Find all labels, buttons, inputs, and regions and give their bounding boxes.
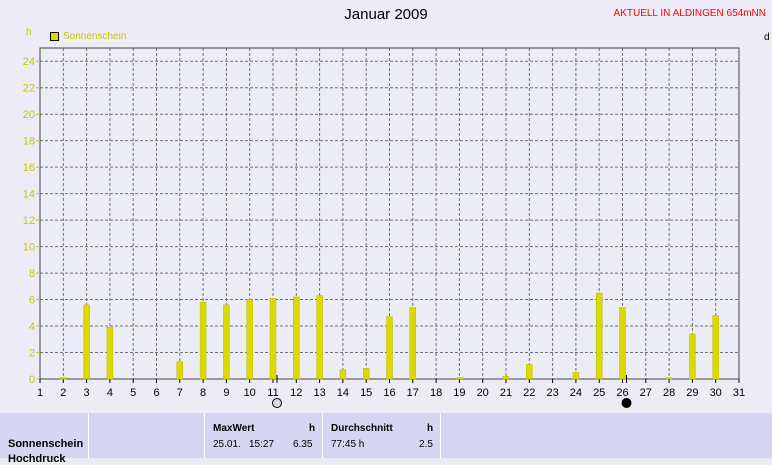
y-tick-label: 12 — [23, 215, 35, 227]
sunshine-bar — [293, 296, 300, 380]
sunshine-bar — [339, 369, 347, 380]
legend-swatch — [50, 32, 59, 41]
x-tick-label: 14 — [337, 387, 349, 399]
sunshine-bar — [246, 299, 253, 380]
x-tick-label: 10 — [244, 387, 256, 399]
x-tick-label: 6 — [153, 387, 159, 399]
sunshine-bar — [595, 292, 603, 380]
sunshine-bar — [619, 307, 626, 380]
y-axis-unit-right: d — [764, 32, 770, 43]
sunshine-bar — [199, 301, 207, 380]
station-banner: AKTUELL IN ALDINGEN 654mNN — [613, 8, 766, 19]
durchschnitt-unit: h — [427, 423, 434, 434]
durchschnitt-cell: Durchschnitt h 77:45 h 2.5 — [322, 413, 440, 458]
sunshine-bar — [316, 295, 323, 380]
sunshine-bar — [362, 368, 370, 380]
y-tick-label: 0 — [29, 374, 35, 386]
x-tick-label: 1 — [37, 387, 43, 399]
maxwert-unit: h — [309, 423, 316, 434]
x-tick-label: 31 — [733, 387, 745, 399]
x-tick-label: 29 — [686, 387, 698, 399]
x-tick-label: 5 — [130, 387, 136, 399]
sunshine-bar — [106, 327, 114, 380]
chart-title: Januar 2009 — [344, 6, 428, 23]
y-tick-label: 14 — [23, 189, 35, 201]
x-tick-label: 3 — [84, 387, 90, 399]
sunshine-bar — [223, 304, 230, 380]
x-tick-label: 20 — [477, 387, 489, 399]
x-tick-label: 2 — [60, 387, 66, 399]
sunshine-bar — [456, 377, 463, 380]
legend: Sonnenschein — [50, 31, 126, 42]
x-tick-label: 21 — [500, 387, 512, 399]
maxwert-cell: MaxWert h 25.01. 15:27 6.35 — [204, 413, 322, 458]
x-tick-label: 28 — [663, 387, 675, 399]
sunshine-bar — [526, 364, 533, 380]
durchschnitt-value: 2.5 — [419, 439, 433, 450]
sunshine-bar — [269, 297, 277, 380]
stats-panel: Sonnenschein Hochdruck MaxWert h 25.01. … — [0, 413, 772, 465]
y-tick-label: 20 — [23, 109, 35, 121]
x-tick-label: 18 — [430, 387, 442, 399]
empty-cell — [88, 413, 204, 458]
sunshine-bar — [409, 307, 417, 380]
x-tick-label: 12 — [290, 387, 302, 399]
x-tick-label: 9 — [223, 387, 229, 399]
x-tick-label: 8 — [200, 387, 206, 399]
sunshine-bar — [176, 361, 184, 380]
maxwert-date: 25.01. — [213, 439, 241, 450]
y-axis-unit: h — [26, 27, 32, 38]
sunshine-bar — [712, 315, 719, 380]
x-tick-label: 7 — [177, 387, 183, 399]
sunshine-bar — [665, 377, 673, 380]
x-tick-label: 13 — [313, 387, 325, 399]
empty-cell-right — [440, 413, 772, 458]
maxwert-time: 15:27 — [249, 439, 275, 450]
durchschnitt-header: Durchschnitt — [331, 423, 393, 434]
x-tick-label: 23 — [546, 387, 558, 399]
x-tick-label: 26 — [616, 387, 628, 399]
sunshine-bar — [83, 304, 90, 380]
sunshine-bar — [502, 376, 510, 380]
y-tick-label: 4 — [29, 321, 35, 333]
durchschnitt-total: 77:45 h — [331, 439, 365, 450]
y-tick-label: 16 — [23, 162, 35, 174]
sunshine-bar — [60, 377, 67, 380]
y-tick-label: 22 — [23, 83, 35, 95]
full-moon-icon — [272, 398, 282, 408]
x-tick-label: 11 — [267, 387, 278, 399]
maxwert-value: 6.35 — [293, 439, 313, 450]
legend-label: Sonnenschein — [63, 31, 127, 42]
new-moon-icon — [621, 398, 632, 408]
x-tick-label: 4 — [107, 387, 113, 399]
x-tick-label: 17 — [407, 387, 419, 399]
sunshine-bar — [572, 372, 580, 380]
row-label-pressure: Hochdruck — [8, 453, 66, 465]
x-tick-label: 22 — [523, 387, 535, 399]
sunshine-bar — [689, 333, 696, 380]
y-tick-label: 18 — [23, 136, 35, 148]
y-tick-label: 24 — [23, 56, 35, 68]
x-tick-label: 27 — [640, 387, 652, 399]
x-tick-label: 19 — [453, 387, 465, 399]
maxwert-header: MaxWert — [213, 423, 255, 434]
row-label-sunshine: Sonnenschein — [8, 438, 84, 450]
sunshine-bar — [386, 316, 393, 380]
x-tick-label: 30 — [710, 387, 722, 399]
y-tick-label: 2 — [29, 348, 35, 360]
y-tick-label: 8 — [29, 268, 35, 280]
x-tick-label: 24 — [570, 387, 582, 399]
x-tick-label: 16 — [383, 387, 395, 399]
y-tick-label: 6 — [29, 295, 35, 307]
y-tick-label: 10 — [23, 242, 35, 254]
x-tick-label: 25 — [593, 387, 605, 399]
x-tick-label: 15 — [360, 387, 372, 399]
